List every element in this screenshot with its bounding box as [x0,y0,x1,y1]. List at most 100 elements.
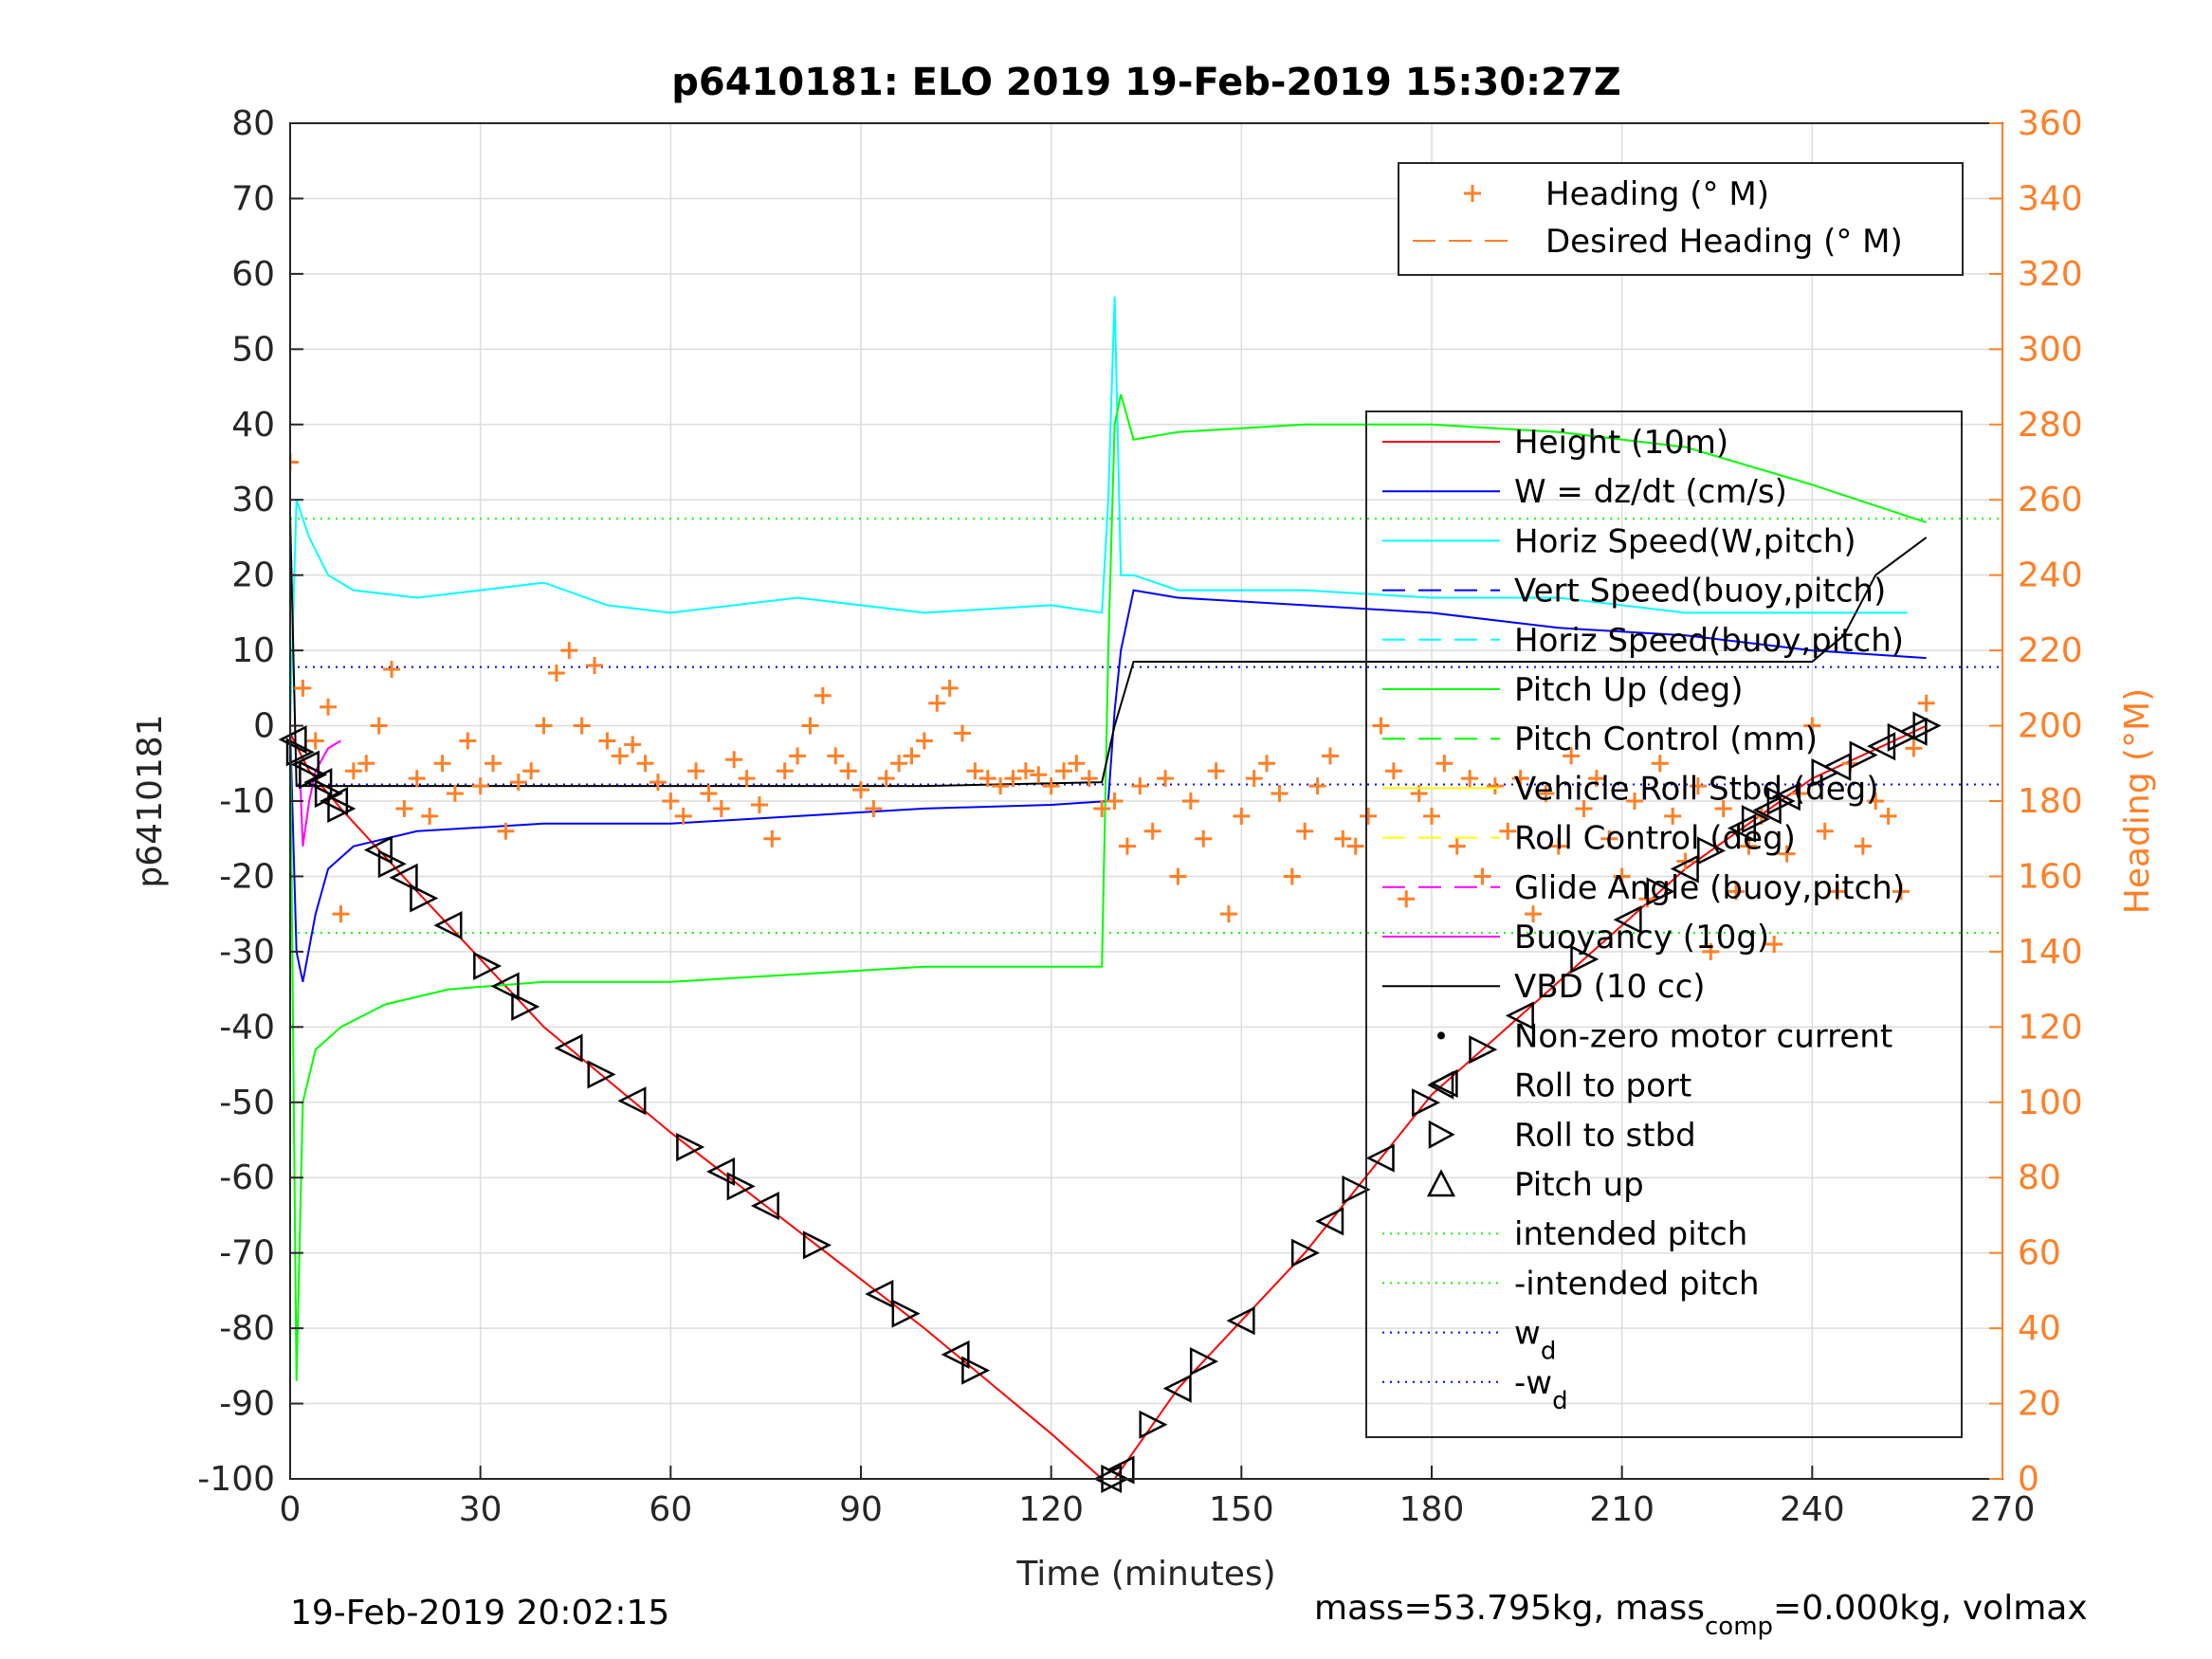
heading-point [1093,799,1111,817]
y-tick-label-right: 60 [2018,1234,2061,1273]
heading-point [1499,822,1517,840]
x-tick-label: 150 [1209,1490,1274,1529]
legend-main-label: VBD (10 cc) [1514,968,1706,1006]
heading-point [1384,762,1402,780]
heading-point [1702,942,1720,960]
heading-point [839,762,857,780]
roll-stbd-marker [1849,740,1878,770]
roll-port-marker [1365,1143,1395,1173]
y-tick-label-left: -50 [219,1084,275,1122]
legend-triangle-right-icon [1428,1120,1455,1149]
reference-lines [290,518,2002,935]
heading-point [725,751,743,769]
y-tick-label-right: 220 [2018,631,2083,670]
roll-stbd-marker [1412,1088,1441,1118]
heading-point [560,642,578,660]
heading-point [1473,867,1491,885]
y-tick-label-right: 300 [2018,330,2083,369]
y-tick-label-right: 20 [2018,1385,2061,1424]
roll-port-marker [290,750,320,779]
heading-point [497,822,515,840]
y-tick-label-left: 30 [231,481,275,520]
legend-main-label: intended pitch [1514,1215,1747,1253]
legend-heading-label: Heading (° M) [1545,175,1769,213]
heading-point [1169,867,1187,885]
heading-point [1816,822,1834,840]
heading-point [433,755,451,773]
heading-point [674,807,692,825]
heading-point [1613,867,1631,885]
heading-point [1511,770,1529,788]
heading-point [789,747,807,765]
heading-point [306,732,324,750]
heading-point [1448,837,1466,855]
series-horiz-speed-w-pitch [290,296,1908,726]
x-tick-label: 120 [1018,1490,1084,1529]
heading-point [1195,830,1213,848]
y-tick-label-right: 80 [2018,1158,2061,1197]
y-tick-label-right: 320 [2018,255,2083,294]
roll-port-marker [750,1191,779,1221]
heading-point [1131,777,1149,795]
heading-point [712,799,730,817]
heading-point [320,698,338,716]
heading-point [1296,822,1314,840]
heading-point [509,774,527,792]
legend-triangle-up-icon [1426,1169,1456,1197]
y-tick-label-right: 40 [2018,1309,2061,1348]
heading-point [1258,755,1276,773]
heading-point [700,785,718,803]
tick-labels: 0 30 60 90 120 150 180 210 240 270 80 70 60 50 40 30 20 1… [197,104,2082,1529]
heading-point [801,717,819,735]
heading-point [662,793,680,810]
y-tick-label-left: 40 [231,406,275,445]
roll-port-marker [320,786,349,816]
x-tick-label: 60 [649,1490,692,1529]
y-tick-label-left: -10 [219,782,275,821]
roll-stbd-marker [410,884,439,913]
y-tick-label-left: -90 [219,1385,275,1424]
roll-stbd-marker [327,793,356,823]
roll-port-marker [554,1033,583,1063]
roll-stbd-marker [511,992,540,1021]
roll-port-marker [1162,1374,1192,1403]
heading-point [1549,837,1567,855]
heading-point [446,785,464,803]
legend-dot-icon [1437,1031,1445,1040]
heading-point [1537,785,1555,803]
y-tick-label-left: -70 [219,1234,275,1273]
heading-point [890,755,908,773]
y-axis-label-right: Heading (°M) [2118,688,2157,914]
heading-point [1563,747,1581,765]
roll-stbd-marker [1912,711,1942,740]
heading-point [1308,777,1326,795]
heading-point [903,747,921,765]
roll-port-marker [865,1279,894,1308]
legend-main-label: Horiz Speed(W,pitch) [1514,522,1856,560]
heading-point [814,686,832,704]
heading-point [1829,883,1847,901]
legend-heading-marker-icon [1464,185,1481,202]
roll-port-marker [617,1086,647,1116]
heading-point [1016,762,1034,780]
heading-point [395,799,413,817]
heading-point [1042,777,1060,795]
heading-point [636,755,654,773]
heading-point [852,781,869,799]
legend-main-label: Roll to stbd [1514,1117,1696,1155]
legend-heading-box [1398,162,1964,276]
y-tick-label-left: -80 [219,1309,275,1348]
roll-stbd-marker [1766,786,1796,816]
heading-point [763,830,781,848]
roll-port-marker [1613,905,1642,935]
legend-main-label: W = dz/dt (cm/s) [1514,473,1787,511]
heading-point [344,762,362,780]
heading-point [547,664,565,682]
heading-point [1854,837,1872,855]
x-axis-label: Time (minutes) [1015,1555,1275,1594]
heading-point [827,747,845,765]
heading-point [1398,890,1416,908]
y-tick-label-right: 240 [2018,556,2083,595]
heading-point [1575,799,1593,817]
y-tick-label-right: 120 [2018,1008,2083,1047]
